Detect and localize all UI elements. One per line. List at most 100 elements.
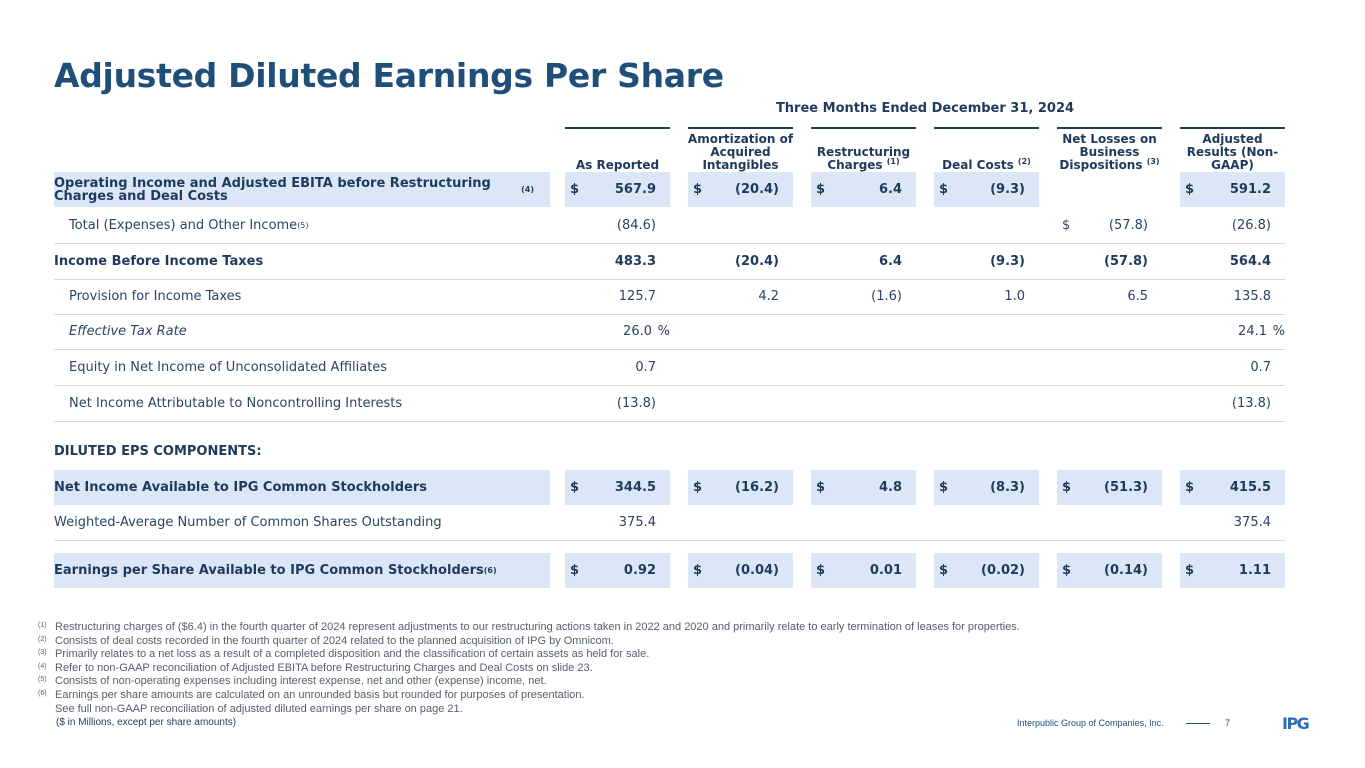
currency-symbol: $ (1185, 563, 1195, 578)
cell-value: (57.8) (1104, 254, 1148, 269)
table-row: Effective Tax Rate 26.0% 24.1% (54, 314, 1285, 350)
text: Net Income Attributable to Noncontrollin… (69, 396, 403, 411)
text: Earnings per Share Available to IPG Comm… (54, 563, 484, 578)
row-label: Weighted-Average Number of Common Shares… (54, 505, 442, 540)
value-cell: $ (0.02) (934, 553, 1039, 588)
cell-value: (20.4) (735, 254, 779, 269)
cell-value: 24.1 (1238, 324, 1267, 339)
footnote: (5) Consists of non-operating expenses in… (38, 675, 1138, 689)
section-header: DILUTED EPS COMPONENTS: (54, 434, 1285, 468)
column-header-rule (811, 127, 916, 129)
footnote: (6) Earnings per share amounts are calcul… (38, 689, 1138, 703)
text: Restructuring Charges (816, 145, 911, 172)
row-label: Net Income Attributable to Noncontrollin… (69, 386, 402, 421)
row-label: Operating Income and Adjusted EBITA befo… (54, 175, 534, 204)
footnote: See full non-GAAP reconciliation of adju… (38, 703, 1138, 717)
cell-value: 375.4 (618, 515, 656, 530)
footnote: (4) Refer to non-GAAP reconciliation of A… (38, 662, 1138, 676)
cell-shade (1057, 553, 1162, 588)
cell-value: (1.6) (871, 289, 902, 304)
value-cell: $ (0.04) (688, 553, 793, 588)
row-label: Income Before Income Taxes (54, 244, 263, 279)
currency-symbol: $ (693, 480, 703, 495)
cell-value: 6.4 (878, 254, 902, 269)
text: Amortization of Acquired Intangibles (687, 132, 794, 172)
row-label: Total (Expenses) and Other Income (5) (69, 218, 309, 233)
column-header: Deal Costs (2) (930, 128, 1043, 172)
value-cell: 375.4 (565, 505, 670, 540)
value-cell (811, 386, 916, 421)
currency-symbol: $ (816, 182, 826, 197)
value-cell: (20.4) (688, 244, 793, 279)
footnote-ref: (3) (1146, 157, 1160, 166)
value-cell (934, 386, 1039, 421)
footnote-text: See full non-GAAP reconciliation of adju… (55, 702, 463, 715)
value-cell: $344.5 (565, 470, 670, 505)
cell-value: (0.14) (1104, 563, 1148, 578)
percent-sign: % (1272, 324, 1285, 339)
cell-value: (84.6) (616, 218, 656, 233)
currency-symbol: $ (570, 182, 580, 197)
cell-value: 375.4 (1233, 515, 1271, 530)
footnote-text: Consists of deal costs recorded in the f… (55, 634, 614, 647)
cell-value: 4.8 (878, 480, 902, 495)
cell-shade (934, 470, 1039, 505)
footnote-ref: (2) (1017, 157, 1031, 166)
table-row: Net Income Available to IPG Common Stock… (54, 470, 1285, 505)
value-cell (934, 505, 1039, 540)
row-label: Equity in Net Income of Unconsolidated A… (69, 350, 387, 385)
value-cell: $ (51.3) (1057, 470, 1162, 505)
cell-shade (811, 172, 916, 207)
value-cell (1057, 505, 1162, 540)
row-label-shade (54, 172, 550, 207)
value-cell: $ (16.2) (688, 470, 793, 505)
value-cell (688, 505, 793, 540)
table-row: Net Income Attributable to Noncontrollin… (54, 386, 1285, 422)
cell-shade (1057, 470, 1162, 505)
currency-symbol: $ (1062, 480, 1072, 495)
footnote-marker: (6) (38, 689, 47, 697)
cell-shade (934, 553, 1039, 588)
value-cell: $ (8.3) (934, 470, 1039, 505)
page-title: Adjusted Diluted Earnings Per Share (54, 56, 724, 95)
column-header-label: Restructuring Charges (1) (807, 146, 920, 172)
table-row: Equity in Net Income of Unconsolidated A… (54, 350, 1285, 386)
column-header-rule (688, 127, 793, 129)
footnote-marker: (3) (38, 649, 47, 657)
company-name: Interpublic Group of Companies, Inc. (1017, 718, 1164, 728)
cell-shade (688, 470, 793, 505)
row-label: Effective Tax Rate (69, 314, 187, 349)
currency-symbol: $ (570, 563, 580, 578)
footnote: (3) Primarily relates to a net loss as a … (38, 648, 1138, 662)
value-cell (688, 386, 793, 421)
value-cell (688, 314, 793, 349)
value-cell (811, 208, 916, 243)
value-cell: $0.92 (565, 553, 670, 588)
cell-value: (20.4) (735, 182, 779, 197)
section-header-label: DILUTED EPS COMPONENTS: (54, 443, 262, 459)
table-row: Total (Expenses) and Other Income (5) (84… (54, 208, 1285, 244)
cell-value: 1.11 (1238, 563, 1271, 578)
text: Weighted-Average Number of Common Shares… (54, 515, 442, 530)
column-header-label: Deal Costs (2) (942, 157, 1031, 172)
cell-value: 0.7 (635, 360, 656, 375)
footnotes: (1) Restructuring charges of ($6.4) in th… (38, 621, 1138, 716)
footnote-marker (38, 703, 55, 717)
table-row: Income Before Income Taxes 483.3 (20.4) 6.4… (54, 244, 1285, 280)
cell-shade (811, 470, 916, 505)
value-cell (688, 208, 793, 243)
cell-value: 0.7 (1250, 360, 1271, 375)
footnote-text: Refer to non-GAAP reconciliation of Adju… (55, 661, 593, 674)
value-cell: $1.11 (1180, 553, 1285, 588)
value-cell: $591.2 (1180, 172, 1285, 207)
period-header: Three Months Ended December 31, 2024 (775, 101, 1075, 116)
value-cell (1057, 314, 1162, 349)
cell-value: (9.3) (990, 182, 1025, 197)
value-cell: 0.7 (565, 350, 670, 385)
text: Adjusted Results (Non-GAAP) (1186, 132, 1279, 172)
row-label: Net Income Available to IPG Common Stock… (54, 470, 427, 505)
currency-symbol: $ (570, 480, 580, 495)
text: Net Losses on Business Dispositions (1059, 132, 1157, 172)
percent-sign: % (657, 324, 670, 339)
column-header-label: Amortization of Acquired Intangibles (684, 133, 797, 172)
